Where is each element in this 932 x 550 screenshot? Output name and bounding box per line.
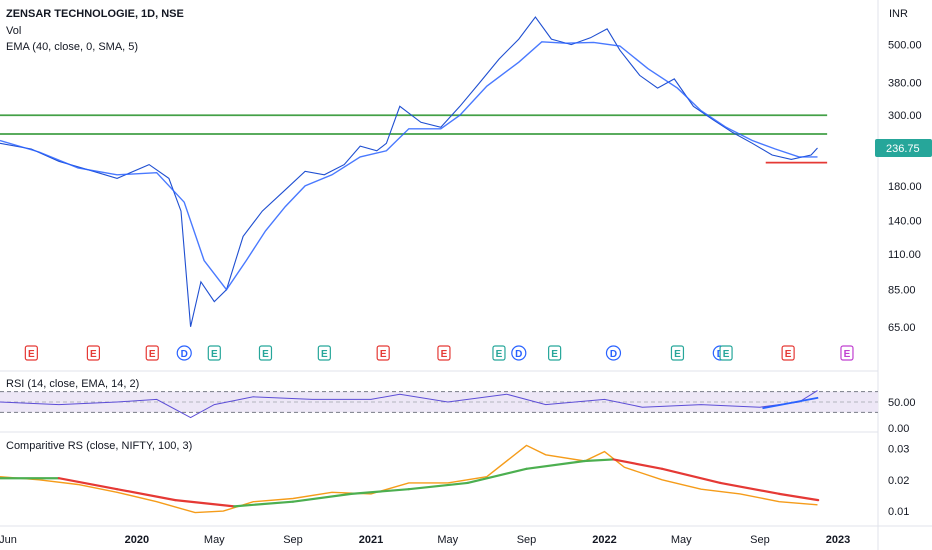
earnings-marker	[376, 345, 390, 361]
time-axis-tick: Sep	[517, 534, 537, 546]
time-axis-tick: 2022	[592, 534, 616, 546]
symbol-legend: ZENSAR TECHNOLOGIE, 1D, NSE	[6, 8, 184, 20]
rsi-band	[0, 391, 878, 413]
price-axis-tick: 110.00	[888, 249, 921, 261]
earnings-marker	[670, 345, 685, 361]
price-axis-tick: 140.00	[888, 216, 922, 228]
price-axis-tick: 300.00	[888, 110, 922, 122]
price-series-line	[0, 16, 818, 327]
crs-axis-tick: 0.02	[888, 475, 909, 487]
time-axis-tick: 2023	[826, 534, 850, 546]
earnings-marker	[86, 345, 100, 361]
earnings-marker	[317, 345, 331, 361]
time-axis-tick: May	[671, 534, 692, 546]
earnings-marker	[258, 345, 273, 361]
crs-smoothed-segment	[174, 499, 236, 508]
crs-smoothed-segment	[660, 467, 722, 485]
crs-smoothed-segment	[233, 500, 295, 508]
event-marker-letter: E	[28, 349, 35, 360]
event-marker-letter: D	[181, 349, 188, 360]
event-marker-letter: E	[441, 349, 448, 360]
earnings-marker	[207, 345, 221, 361]
earnings-marker	[24, 345, 38, 361]
event-marker-letter: E	[844, 349, 851, 360]
crs-smoothed-segment	[291, 492, 353, 503]
crs-axis-tick: 0.01	[888, 506, 909, 518]
price-axis-tick: 500.00	[888, 40, 922, 52]
currency-label: INR	[889, 8, 908, 20]
event-marker-letter: E	[380, 349, 387, 360]
earnings-marker	[719, 345, 733, 361]
time-axis-tick: May	[437, 534, 458, 546]
rsi-line	[0, 390, 818, 419]
dividend-marker	[511, 345, 527, 361]
crs-legend: Comparitive RS (close, NIFTY, 100, 3)	[6, 440, 193, 452]
earnings-marker	[145, 345, 159, 361]
crs-smoothed-segment	[778, 492, 820, 502]
crs-smoothed-segment	[612, 458, 664, 470]
event-marker-letter: D	[610, 349, 617, 360]
price-axis-tick: 180.00	[888, 181, 922, 193]
time-axis-tick: May	[204, 534, 225, 546]
crs-smoothed-segment	[350, 488, 410, 495]
dividend-marker	[176, 345, 192, 361]
earnings-marker	[840, 345, 854, 361]
event-marker-letter: E	[785, 349, 792, 360]
crs-smoothed-segment	[407, 481, 469, 491]
rsi-axis-tick: 0.00	[888, 423, 909, 435]
ema-legend: EMA (40, close, 0, SMA, 5)	[6, 41, 139, 53]
crs-smoothed-segment	[466, 467, 528, 485]
crs-smoothed-segment	[583, 458, 615, 463]
time-axis-tick: 2021	[359, 534, 383, 546]
time-axis-tick: Jun	[0, 534, 17, 546]
event-marker-letter: D	[515, 349, 522, 360]
crs-smoothed-segment	[115, 488, 177, 502]
time-axis-tick: 2020	[125, 534, 149, 546]
event-marker-letter: E	[674, 349, 681, 360]
rsi-trend-line	[762, 396, 819, 410]
event-marker-letter: E	[496, 349, 503, 360]
price-axis-tick: 85.00	[888, 285, 916, 297]
earnings-marker	[548, 345, 562, 361]
price-axis-tick: 65.00	[888, 322, 916, 334]
crs-axis-tick: 0.03	[888, 444, 909, 456]
time-axis-tick: Sep	[750, 534, 770, 546]
dividend-marker	[605, 345, 622, 361]
event-marker-letter: E	[723, 349, 730, 360]
event-marker-letter: E	[149, 349, 156, 360]
event-marker-letter: E	[321, 349, 328, 360]
time-axis-tick: Sep	[283, 534, 303, 546]
last-price-badge	[875, 138, 932, 157]
rsi-legend: RSI (14, close, EMA, 14, 2)	[6, 378, 140, 390]
earnings-marker	[781, 345, 795, 361]
ema-line	[0, 41, 818, 291]
earnings-marker	[492, 345, 506, 361]
last-price-label: 236.75	[886, 143, 920, 155]
crs-smoothed-segment	[525, 459, 586, 470]
event-marker-letter: E	[90, 349, 97, 360]
price-axis-tick: 380.00	[888, 78, 922, 90]
event-marker-letter: E	[211, 349, 218, 360]
rsi-axis-tick: 50.00	[888, 397, 916, 409]
event-marker-letter: E	[551, 349, 558, 360]
crs-smoothed-segment	[57, 477, 119, 491]
crs-raw-line	[0, 444, 818, 514]
event-marker-letter: E	[262, 349, 269, 360]
volume-legend: Vol	[6, 25, 22, 37]
earnings-marker	[437, 345, 451, 361]
crs-smoothed-segment	[719, 481, 781, 495]
